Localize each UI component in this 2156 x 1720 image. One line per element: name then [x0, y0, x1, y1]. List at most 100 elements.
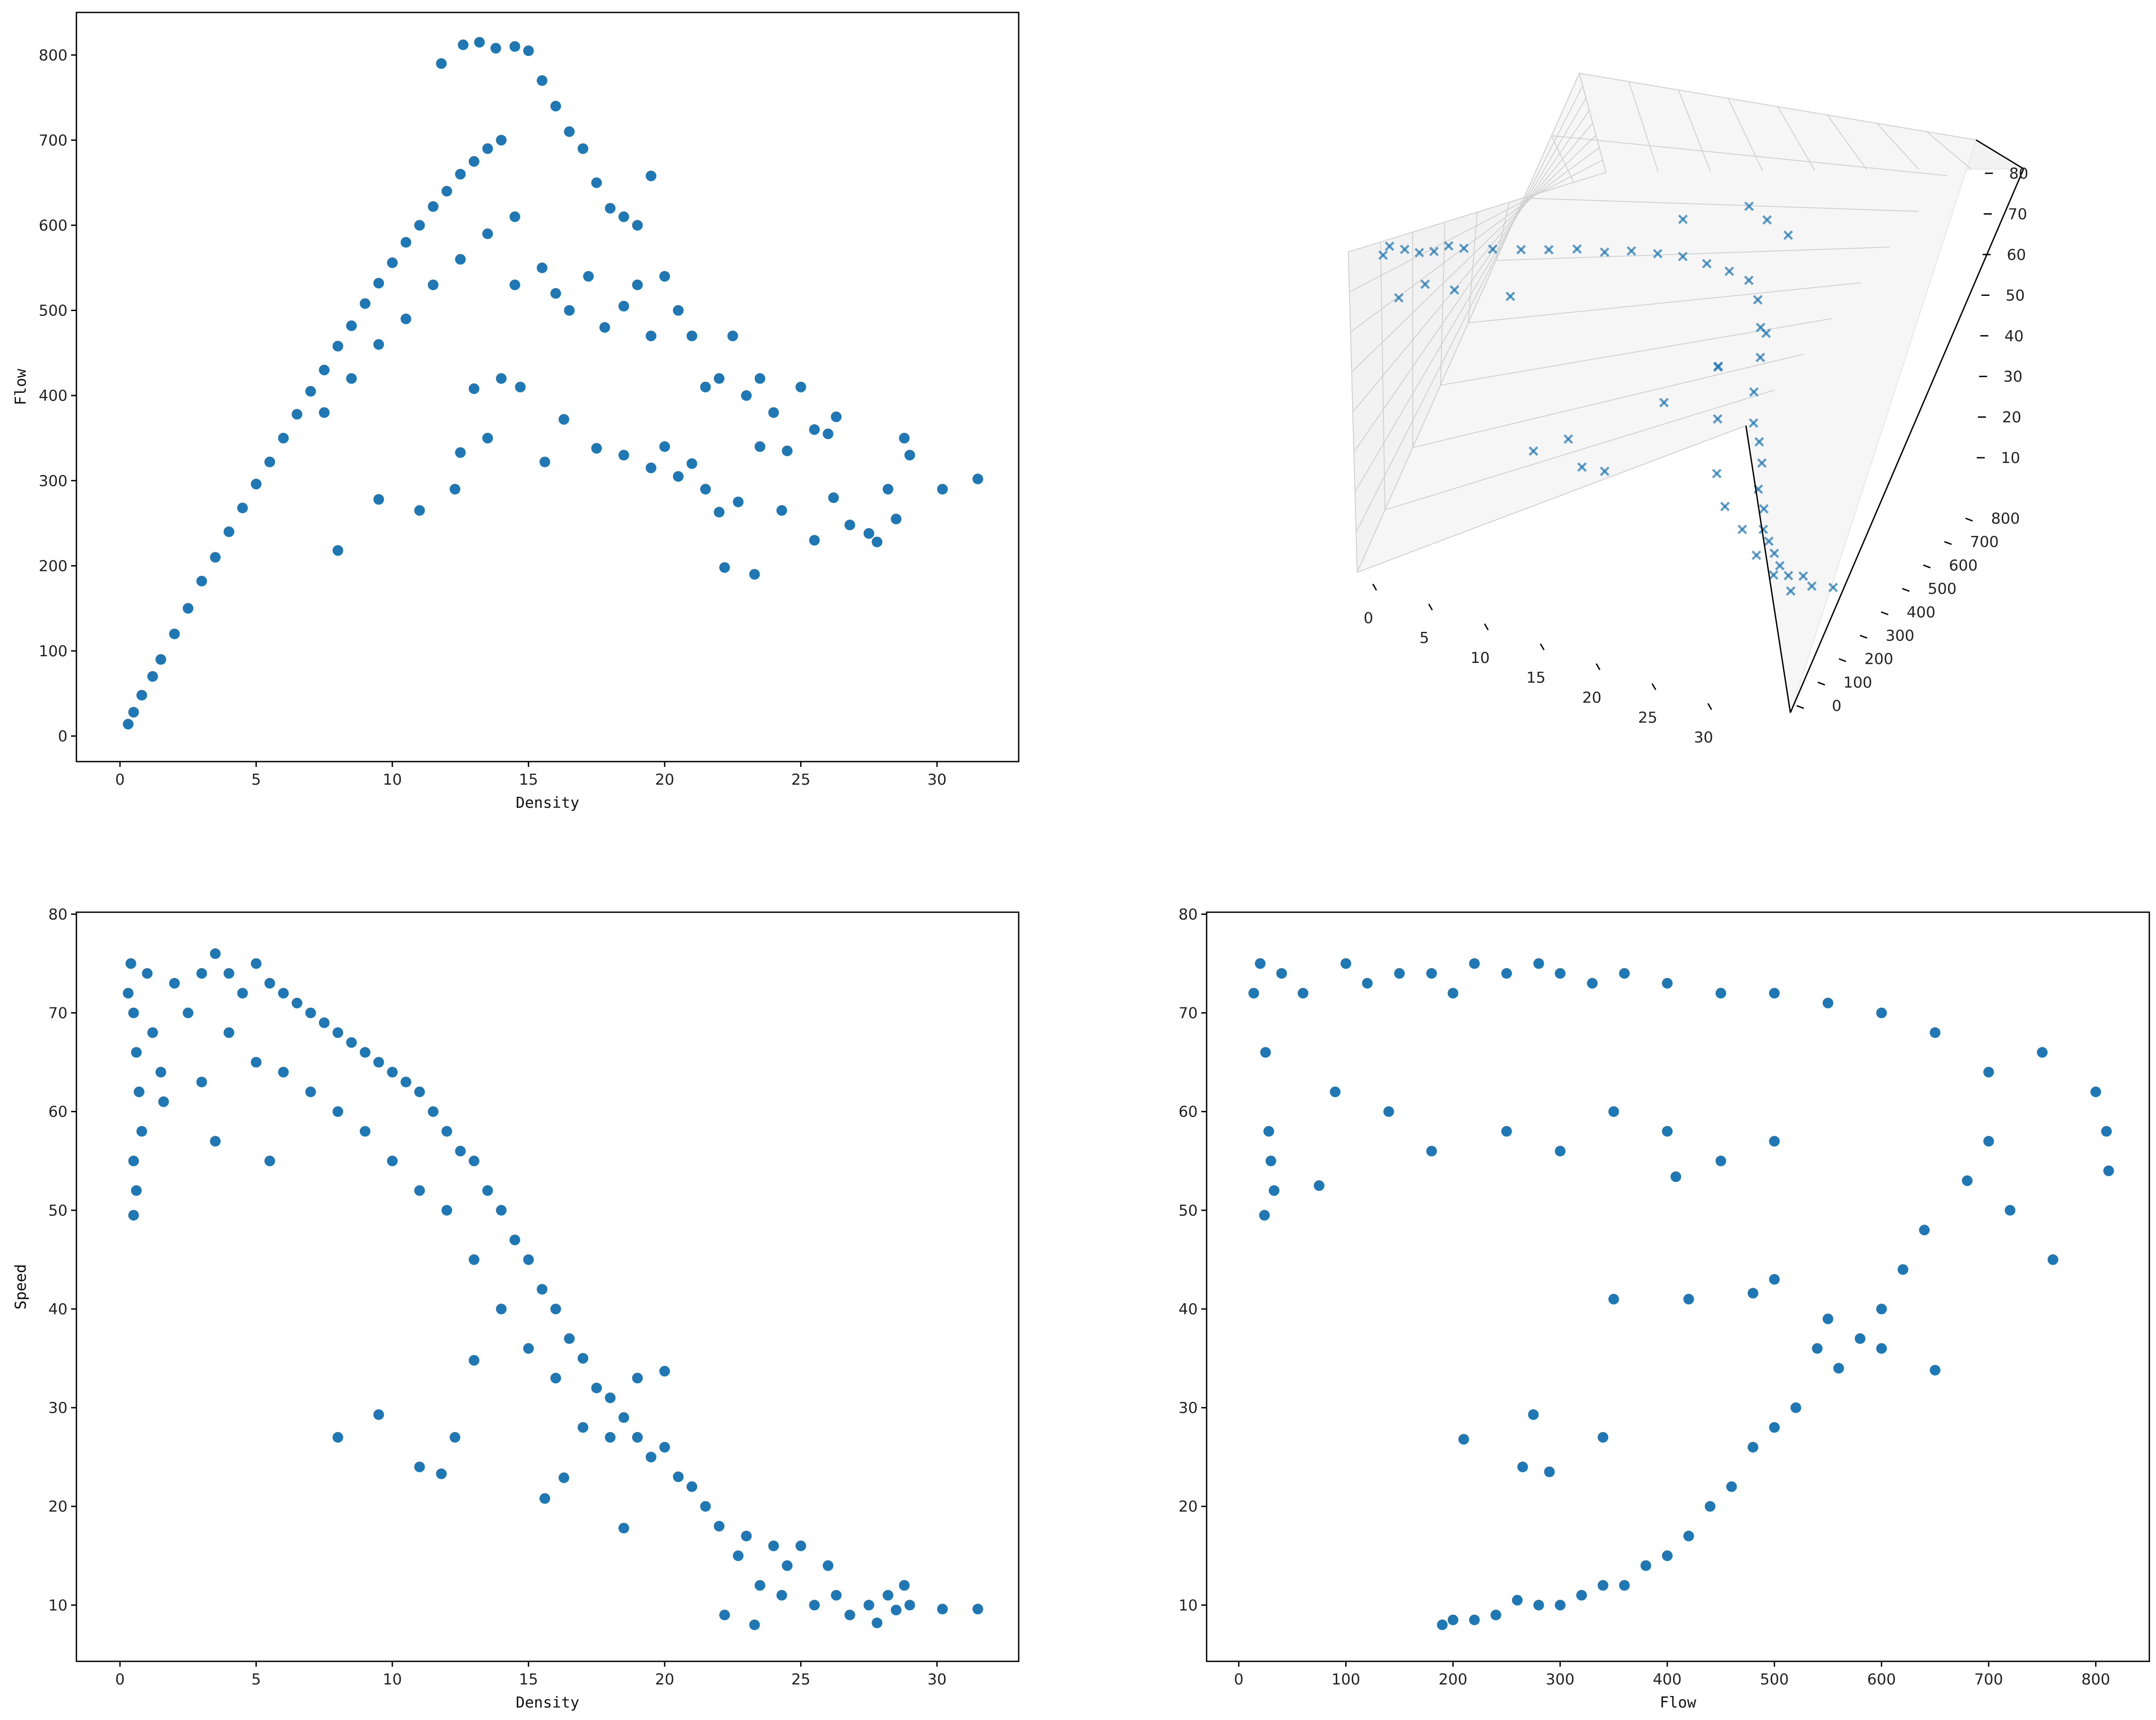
data-point: [972, 1604, 983, 1615]
data-point: [264, 978, 275, 989]
z-tick-label: 80: [2009, 165, 2028, 183]
data-point: [882, 483, 893, 495]
data-point: [2103, 1165, 2114, 1176]
x-tick-label: 700: [1974, 1671, 2003, 1688]
scatter-points: [1378, 201, 1838, 596]
data-point: [646, 170, 657, 181]
data-point: [278, 1066, 289, 1077]
data-point: [1459, 243, 1469, 253]
y-tick-label: 60: [1179, 1103, 1198, 1121]
z-axis-line: [1976, 139, 2024, 170]
data-point: [1812, 1343, 1823, 1354]
data-point: [1447, 1614, 1459, 1625]
grid-line: [1551, 135, 1948, 176]
data-point: [183, 603, 194, 614]
data-point-stroke: [1759, 504, 1769, 514]
data-point: [2101, 1126, 2112, 1137]
data-point: [1876, 1343, 1887, 1354]
data-point: [278, 433, 289, 443]
data-point-stroke: [1653, 249, 1663, 259]
data-point: [1753, 295, 1763, 305]
data-point: [1444, 241, 1454, 251]
data-point: [646, 463, 657, 473]
x-tick-label: 15: [1526, 669, 1546, 687]
data-point: [264, 456, 275, 467]
data-point: [1749, 418, 1758, 428]
grid-line: [1579, 73, 1977, 140]
data-point: [1662, 978, 1673, 989]
data-point: [1919, 1225, 1930, 1236]
data-point: [458, 39, 469, 50]
data-point: [899, 1580, 910, 1591]
data-point: [147, 1027, 158, 1038]
data-point: [346, 1037, 357, 1048]
data-point: [1715, 1155, 1726, 1166]
data-point: [1754, 437, 1764, 447]
data-point: [196, 1077, 207, 1088]
data-point: [749, 569, 760, 580]
data-point-stroke: [1769, 548, 1779, 559]
data-point: [455, 169, 466, 180]
data-point: [618, 211, 630, 222]
data-point: [781, 445, 793, 456]
data-point: [1759, 504, 1769, 514]
data-point: [831, 411, 842, 423]
data-point: [2036, 1047, 2048, 1058]
data-point: [1962, 1175, 1973, 1186]
data-point: [128, 1155, 139, 1166]
y-tick: [1881, 611, 1889, 615]
data-point: [1608, 1106, 1619, 1117]
data-point-stroke: [1756, 323, 1765, 332]
y-axis-label: Speed: [12, 1264, 30, 1309]
data-point: [591, 1382, 602, 1393]
y-tick-label: 20: [48, 1498, 68, 1516]
data-point: [183, 1007, 194, 1018]
data-point: [373, 1057, 384, 1068]
x-tick-label: 0: [115, 1671, 125, 1688]
data-point: [1378, 250, 1388, 260]
data-point-stroke: [1749, 418, 1758, 428]
data-point: [490, 43, 501, 54]
y-tick: [1817, 682, 1825, 686]
data-point: [1576, 1590, 1587, 1601]
data-point: [136, 690, 147, 701]
data-point: [539, 456, 550, 467]
data-point: [776, 505, 787, 516]
x-tick-label: 0: [1234, 1671, 1244, 1688]
data-point: [1758, 524, 1768, 535]
y-tick: [1838, 658, 1846, 662]
y-tick-label: 400: [39, 387, 68, 405]
data-point: [1757, 458, 1767, 468]
data-point: [1619, 968, 1630, 979]
data-point: [496, 1205, 507, 1216]
data-point-stroke: [1713, 414, 1723, 424]
data-point: [831, 1590, 842, 1601]
x-tick-label: 10: [383, 1671, 402, 1688]
data-point: [155, 654, 166, 665]
data-point: [822, 1560, 833, 1571]
data-point: [1619, 1580, 1630, 1591]
data-point: [1608, 1293, 1619, 1305]
data-point: [1426, 968, 1437, 979]
x-tick: [1651, 683, 1657, 690]
data-point: [1744, 201, 1754, 211]
x-tick-label: 20: [655, 1671, 674, 1688]
data-point: [537, 1284, 548, 1295]
data-point: [1747, 1442, 1758, 1453]
grid-line: [1355, 85, 1583, 533]
data-point: [332, 1106, 343, 1117]
data-point: [523, 45, 534, 56]
data-point: [659, 441, 670, 452]
grid-line: [1412, 354, 1804, 448]
x-tick-label: 10: [383, 771, 402, 789]
y-tick-label: 500: [39, 302, 68, 320]
data-point: [1587, 978, 1598, 989]
data-point-stroke: [1678, 251, 1688, 261]
data-point: [618, 301, 630, 311]
z-tick-label: 50: [2005, 287, 2024, 304]
y-tick-label: 10: [1179, 1596, 1198, 1614]
x-tick-label: 30: [927, 771, 946, 789]
y-tick-label: 600: [39, 217, 68, 235]
data-point: [469, 1254, 479, 1265]
subplot-density-speed: 0 5 10 15 20 25 30 10 20 30 40 50 60 70 80 Density Speed: [12, 906, 1020, 1712]
